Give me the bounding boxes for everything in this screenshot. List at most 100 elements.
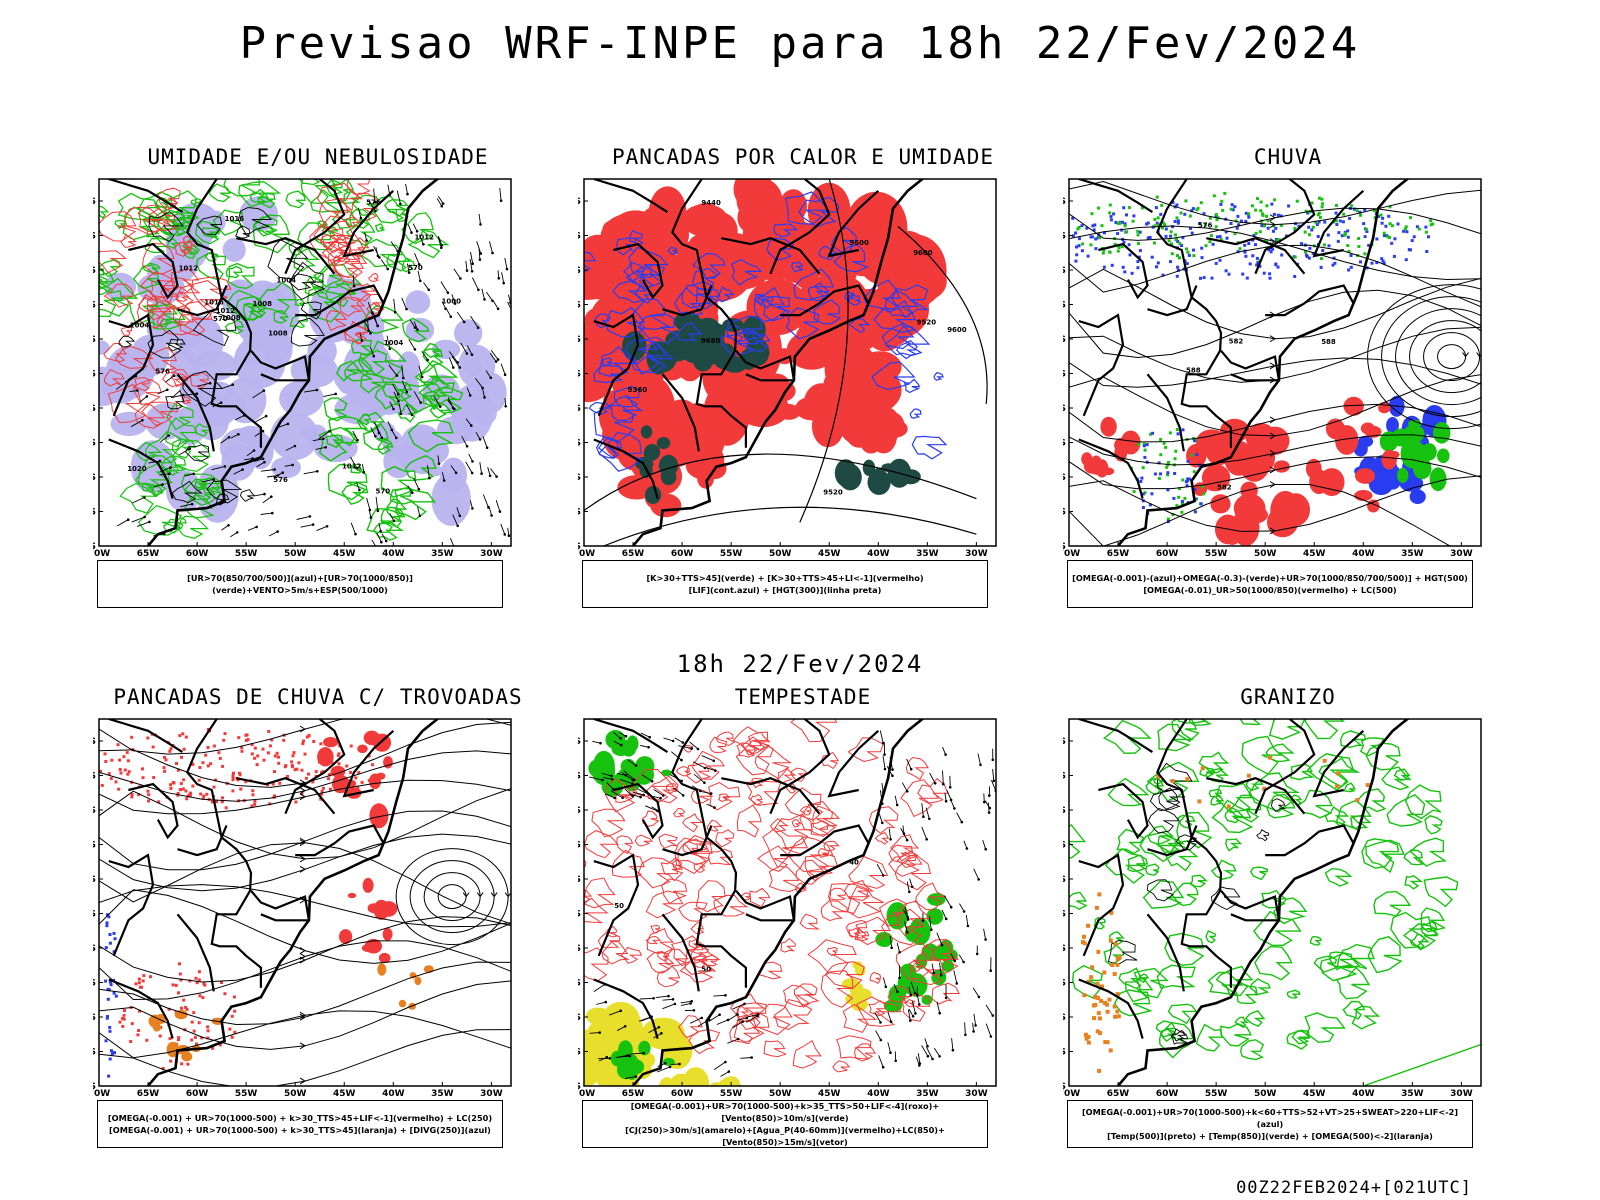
lat-tick-label: 15S [1063, 772, 1066, 782]
contour-label: 588 [1321, 338, 1336, 346]
country-border [1147, 285, 1198, 317]
lon-tick-label: 35W [1401, 549, 1424, 557]
country-border [1078, 719, 1153, 754]
lat-tick-label: 18S [93, 806, 96, 816]
country-border [780, 824, 870, 857]
country-border [284, 719, 346, 815]
caption-line: [Temp(500)](preto) + [Temp(850)](verde) … [1107, 1131, 1433, 1141]
lon-tick-label: 30W [480, 549, 503, 557]
map-panel: PANCADAS POR CALOR E UMIDADE 9680 9600 9600… [578, 145, 1028, 635]
contour-label: 50 [614, 902, 624, 910]
country-border [827, 189, 880, 258]
lon-tick-label: 55W [720, 549, 743, 557]
panel-title: UMIDADE E/OU NEBULOSIDADE [147, 145, 489, 169]
panel-legend-caption: [OMEGA(-0.001)+UR>70(1000-500)+k>35_TTS>… [582, 1100, 988, 1148]
country-border [1078, 438, 1144, 499]
contour-label: 9360 [628, 386, 648, 394]
lat-tick-label: 30S [1063, 404, 1066, 414]
country-border [769, 179, 831, 275]
lon-tick-label: 60W [186, 549, 209, 557]
lat-tick-label: 24S [578, 335, 581, 345]
lon-tick-label: 55W [720, 1089, 743, 1097]
caption-line: [UR>70(850/700/500)](azul)+[UR>70(1000/8… [187, 573, 413, 595]
lon-tick-label: 55W [1205, 1089, 1228, 1097]
country-border [769, 719, 831, 815]
lon-tick-label: 50W [284, 549, 307, 557]
caption-line: [K>30+TTS>45](verde) + [K>30+TTS>45+LI<-… [646, 573, 924, 583]
lat-tick-label: 27S [578, 370, 581, 380]
country-border [108, 719, 183, 754]
panel-title: GRANIZO [1240, 685, 1336, 709]
coastline [147, 719, 439, 1086]
contour-label: 1012 [342, 463, 362, 471]
contour-label: 1016 [204, 299, 224, 307]
lat-tick-label: 39S [578, 1048, 581, 1058]
panel-title: PANCADAS DE CHUVA C/ TROVOADAS [113, 685, 523, 709]
country-border [735, 349, 796, 382]
lon-tick-label: 70W [93, 1089, 110, 1097]
contour-label: 1012 [216, 307, 236, 315]
lat-tick-label: 21S [578, 301, 581, 311]
lon-tick-label: 60W [1156, 1089, 1179, 1097]
panel-title: CHUVA [1253, 145, 1323, 169]
lon-tick-label: 60W [186, 1089, 209, 1097]
country-border [176, 913, 215, 992]
lat-tick-label: 42S [1063, 1082, 1066, 1092]
country-border [827, 729, 880, 798]
lat-tick-label: 24S [1063, 875, 1066, 885]
country-border [177, 825, 228, 857]
lon-tick-label: 65W [137, 1089, 160, 1097]
caption-line: [OMEGA(-0.001) + UR>70(1000-500) + k>30_… [109, 1125, 491, 1135]
country-border [284, 179, 346, 275]
country-border [1220, 349, 1281, 382]
country-border [1078, 313, 1125, 417]
lon-tick-label: 65W [622, 1089, 645, 1097]
lat-tick-label: 27S [1063, 370, 1066, 380]
contour-label: 1004 [384, 339, 404, 347]
lon-tick-label: 65W [1107, 1089, 1130, 1097]
country-border [1265, 284, 1355, 317]
lon-tick-label: 65W [622, 549, 645, 557]
panel-legend-caption: [OMEGA(-0.001)-(azul)+OMEGA(-0.3)-(verde… [1067, 560, 1473, 608]
country-border [250, 349, 311, 382]
country-border [342, 189, 395, 258]
country-border [1254, 179, 1316, 275]
lon-tick-label: 35W [916, 549, 939, 557]
contour-label: 570 [213, 315, 228, 323]
lat-tick-label: 24S [578, 875, 581, 885]
contour-label: 1008 [253, 300, 273, 308]
contour-label: 9600 [913, 249, 933, 257]
country-border [721, 777, 821, 815]
lon-tick-label: 35W [431, 549, 454, 557]
map-overlays [1069, 180, 1481, 546]
contour-label: 1012 [179, 265, 199, 273]
lat-tick-label: 21S [1063, 301, 1066, 311]
country-border [108, 179, 183, 214]
country-border [671, 179, 747, 448]
country-border [780, 284, 870, 317]
lat-tick-label: 36S [93, 473, 96, 483]
caption-line: [OMEGA(-0.001)+UR>70(1000-500)+k<60+TTS>… [1081, 1107, 1459, 1129]
country-border [108, 978, 174, 1039]
lon-tick-label: 45W [1303, 1089, 1326, 1097]
country-border [128, 782, 179, 840]
country-border [250, 889, 311, 922]
panel-legend-caption: [UR>70(850/700/500)](azul)+[UR>70(1000/8… [97, 560, 503, 608]
lon-tick-label: 30W [1450, 1089, 1473, 1097]
lat-tick-label: 21S [1063, 841, 1066, 851]
country-border [593, 438, 659, 499]
map-overlays [584, 719, 996, 1086]
country-border [1098, 242, 1149, 300]
coastline [1117, 719, 1409, 1086]
contour-label: 1008 [268, 330, 288, 338]
lat-tick-label: 42S [578, 542, 581, 552]
country-border [186, 179, 262, 448]
country-border [593, 179, 668, 214]
lat-tick-label: 33S [93, 979, 96, 989]
contour-label: 576 [1198, 222, 1213, 230]
lat-tick-label: 21S [93, 301, 96, 311]
lat-tick-label: 39S [578, 508, 581, 518]
lon-tick-label: 40W [382, 549, 405, 557]
lon-tick-label: 55W [235, 549, 258, 557]
contour-label: 1020 [127, 465, 147, 473]
